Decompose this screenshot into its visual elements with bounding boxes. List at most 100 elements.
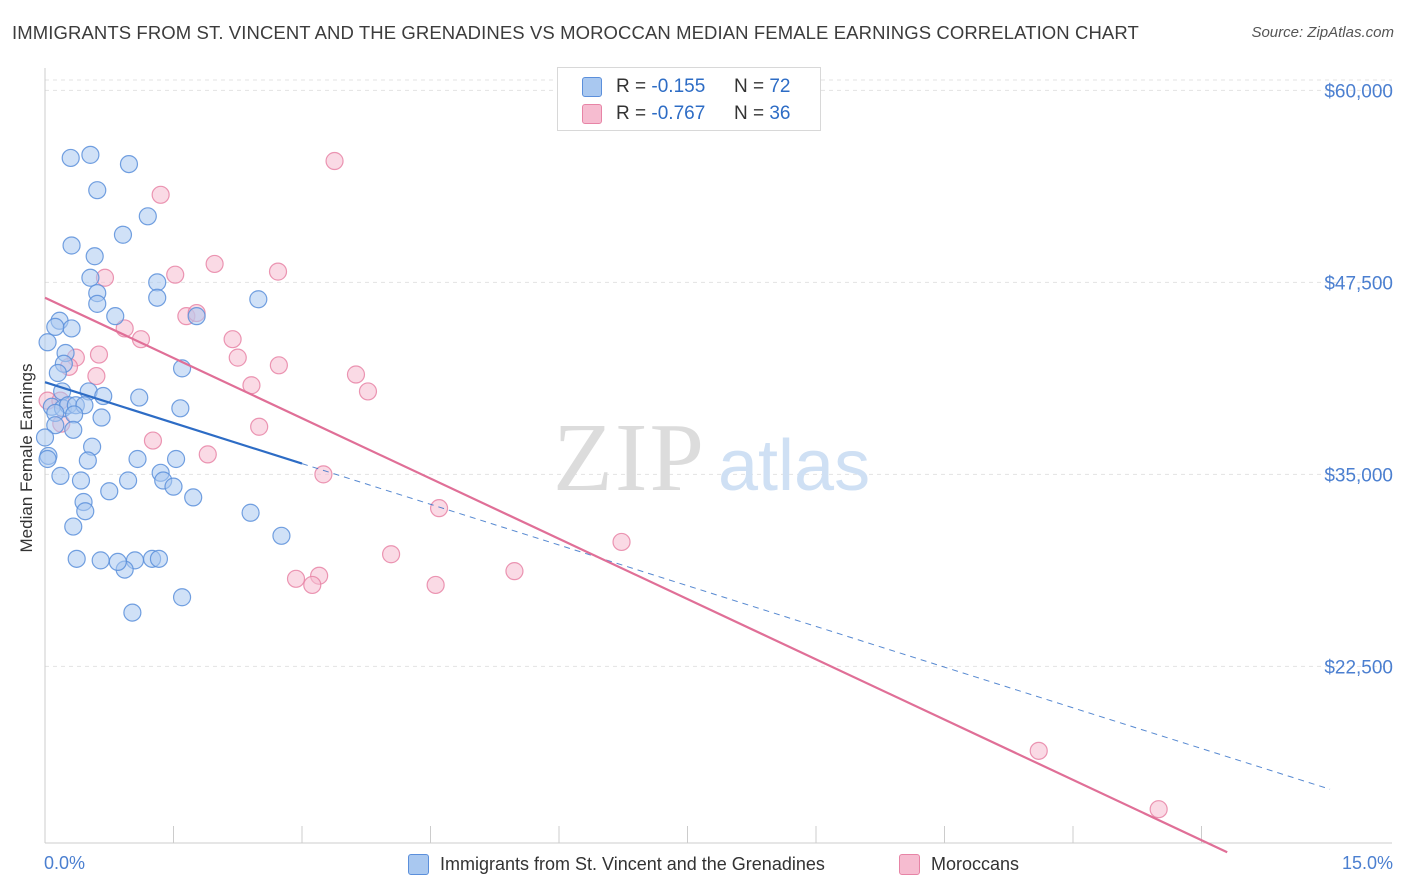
data-point: [92, 408, 111, 427]
trend-line-extension: [301, 463, 1331, 790]
legend-row-pink: R = -0.767 N = 36: [582, 101, 790, 127]
data-point: [67, 549, 86, 568]
y-tick-label: $22,500: [1324, 657, 1393, 678]
data-point: [148, 273, 167, 292]
bottom-legend-label: Immigrants from St. Vincent and the Gren…: [440, 853, 825, 874]
data-point: [426, 575, 445, 595]
data-point: [612, 532, 631, 552]
watermark: ZIP atlas: [553, 404, 870, 512]
legend-r-label: R =: [616, 76, 647, 97]
y-tick-label: $35,000: [1324, 465, 1393, 486]
data-point: [48, 363, 67, 383]
y-axis-label: Median Female Earnings: [17, 364, 36, 553]
data-point: [100, 482, 119, 501]
legend-r-label: R =: [616, 103, 647, 124]
x-tick-label: 0.0%: [44, 853, 85, 873]
legend-swatch-pink: [582, 104, 602, 124]
bottom-legend-immigrants: Immigrants from St. Vincent and the Gren…: [408, 851, 825, 877]
bottom-legend-moroccans: Moroccans: [899, 851, 1019, 877]
legend-n-value: 36: [769, 103, 791, 124]
data-point: [108, 552, 127, 572]
data-point: [184, 488, 203, 507]
data-point: [118, 471, 138, 490]
data-point: [123, 603, 142, 622]
data-point: [38, 333, 57, 352]
trend-line: [44, 381, 303, 465]
data-point: [87, 366, 106, 386]
watermark-zip: ZIP: [553, 404, 706, 512]
legend-swatch-blue: [582, 77, 602, 97]
bottom-legend-swatch-blue: [408, 853, 429, 875]
data-point: [119, 154, 139, 174]
bottom-legend-label: Moroccans: [931, 853, 1020, 874]
legend-r-value: -0.767: [651, 103, 706, 124]
data-point: [149, 549, 169, 568]
legend-r-value: -0.155: [651, 76, 706, 97]
data-point: [81, 268, 100, 287]
data-point: [71, 471, 91, 490]
data-point: [249, 290, 268, 309]
data-point: [46, 416, 65, 435]
source-label: Source: ZipAtlas.com: [1251, 24, 1394, 41]
data-point: [51, 466, 70, 485]
data-point: [64, 517, 83, 536]
data-point: [130, 388, 149, 407]
data-point: [143, 431, 163, 450]
data-point: [198, 445, 217, 464]
data-point: [228, 348, 247, 367]
y-tick-label: $47,500: [1324, 273, 1393, 294]
data-point: [314, 465, 333, 484]
data-point: [88, 294, 107, 313]
data-point: [171, 399, 190, 418]
data-point: [166, 449, 186, 469]
data-point: [241, 503, 260, 522]
data-point: [358, 382, 378, 401]
data-point: [381, 545, 401, 564]
data-point: [429, 499, 449, 518]
axes: $60,000 $47,500 $35,000 $22,500 0.0% 15.0%: [44, 68, 1393, 873]
data-point: [35, 428, 55, 447]
data-point: [1029, 741, 1048, 760]
legend-row-blue: R = -0.155 N = 72: [582, 74, 790, 100]
trend-line: [44, 296, 1228, 854]
trend-lines: [44, 296, 1331, 854]
data-point: [38, 449, 57, 469]
data-point: [166, 265, 185, 284]
data-point: [91, 551, 110, 570]
data-point: [113, 225, 133, 244]
y-tick-label: $60,000: [1324, 81, 1393, 102]
data-point: [1149, 800, 1168, 819]
data-point: [138, 207, 157, 226]
data-point: [272, 526, 291, 545]
data-point: [223, 330, 242, 349]
data-point: [164, 477, 183, 496]
data-point: [151, 185, 170, 204]
data-point: [205, 254, 224, 274]
data-point: [65, 405, 84, 424]
grid-lines: [45, 79, 1392, 667]
data-point: [303, 575, 322, 595]
data-point: [89, 345, 109, 364]
legend-n-label: N =: [733, 76, 765, 97]
data-point: [106, 307, 125, 326]
data-point: [172, 588, 192, 607]
data-point: [346, 365, 366, 384]
data-point: [325, 151, 344, 171]
data-point: [81, 145, 100, 164]
data-point: [128, 449, 147, 469]
data-point: [85, 247, 104, 266]
data-point: [76, 502, 95, 521]
data-point: [46, 317, 65, 337]
watermark-atlas: atlas: [718, 426, 870, 506]
chart-title: IMMIGRANTS FROM ST. VINCENT AND THE GREN…: [12, 22, 1139, 43]
data-point: [78, 451, 97, 470]
data-point: [250, 417, 269, 436]
correlation-legend: R = -0.155 N = 72 R = -0.767 N = 36: [557, 67, 821, 131]
data-point: [88, 181, 107, 200]
data-point: [62, 236, 81, 255]
bottom-legend-swatch-pink: [899, 853, 920, 875]
legend-n-value: 72: [769, 76, 791, 97]
data-point: [187, 307, 206, 326]
svg-immigrants-points: [35, 145, 291, 622]
